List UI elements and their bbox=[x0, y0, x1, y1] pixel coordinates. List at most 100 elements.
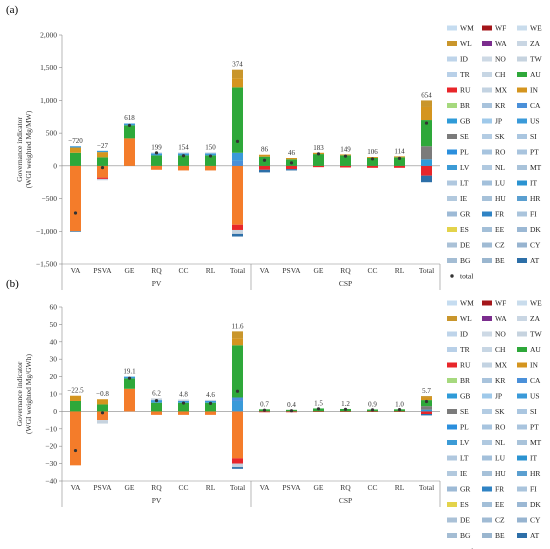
legend-label: TW bbox=[530, 55, 543, 64]
group-label-csp: CSP bbox=[339, 496, 352, 505]
legend-swatch-lv bbox=[447, 440, 457, 445]
y-axis-label-unit: (WGI weighted Mg/MW) bbox=[24, 110, 33, 188]
total-marker bbox=[343, 154, 348, 158]
legend-swatch-cz bbox=[482, 242, 492, 248]
data-label: 0.7 bbox=[260, 400, 269, 408]
legend-swatch-fi bbox=[517, 486, 527, 492]
bar-segment-au bbox=[367, 158, 378, 166]
legend-label: HU bbox=[495, 194, 506, 203]
group-label-pv: PV bbox=[152, 279, 162, 288]
bar-segment-au bbox=[232, 87, 243, 153]
y-tick-label: 1,500 bbox=[40, 63, 57, 72]
bar-segment-ru bbox=[286, 165, 297, 170]
legend-swatch-gr bbox=[447, 211, 457, 217]
bar-segment-cn bbox=[232, 165, 243, 225]
bar-segment-in bbox=[421, 106, 432, 121]
bar-segment-in bbox=[232, 338, 243, 346]
legend-swatch-za bbox=[517, 316, 527, 321]
bar-segment-us bbox=[97, 150, 108, 153]
legend-swatch-in bbox=[517, 87, 527, 93]
category-label: Total bbox=[230, 266, 245, 275]
legend-label: WL bbox=[460, 314, 472, 323]
legend-label: FR bbox=[495, 485, 504, 494]
bar-segment-ru bbox=[232, 458, 243, 464]
data-label: −720 bbox=[68, 137, 83, 145]
bar-segment-cn bbox=[124, 138, 135, 166]
legend-swatch-hr bbox=[517, 471, 527, 476]
legend-label: US bbox=[530, 117, 540, 126]
legend-label: CZ bbox=[495, 241, 505, 250]
legend-label: WF bbox=[495, 24, 506, 33]
bar-segment-cl bbox=[97, 420, 108, 424]
legend-swatch-at bbox=[517, 533, 527, 538]
group-label-pv: PV bbox=[152, 496, 162, 505]
panel-label: (b) bbox=[6, 278, 19, 290]
data-label: 0.4 bbox=[287, 401, 296, 409]
bar-segment-cn bbox=[205, 165, 216, 171]
legend-label: MX bbox=[495, 361, 508, 370]
legend-label: RO bbox=[495, 148, 506, 157]
total-marker bbox=[370, 408, 375, 412]
bar-segment-au bbox=[124, 378, 135, 389]
y-tick-label: 2,000 bbox=[40, 31, 57, 40]
bar-segment-ru bbox=[259, 165, 270, 170]
bar-segment-cn bbox=[151, 411, 162, 415]
legend-label: DK bbox=[530, 500, 541, 509]
legend-swatch-ee bbox=[482, 227, 492, 232]
legend-label: KR bbox=[495, 101, 505, 110]
category-label: PSVA bbox=[282, 483, 301, 492]
legend-swatch-es bbox=[447, 227, 457, 232]
y-tick-label: −10 bbox=[45, 424, 57, 433]
data-label: 199 bbox=[151, 143, 162, 151]
legend-label: SI bbox=[530, 132, 537, 141]
bar-segment-au bbox=[394, 157, 405, 166]
legend-swatch-mx bbox=[482, 87, 492, 93]
bar-segment-us bbox=[70, 146, 81, 148]
legend-swatch-cz bbox=[482, 517, 492, 523]
legend-label: IE bbox=[460, 469, 467, 478]
legend-label: MX bbox=[495, 86, 508, 95]
legend-swatch-au bbox=[517, 72, 527, 77]
bar-segment-au bbox=[70, 400, 81, 412]
legend-label: ZA bbox=[530, 39, 541, 48]
category-label: RQ bbox=[151, 266, 162, 275]
total-marker bbox=[73, 448, 78, 453]
legend-swatch-ee bbox=[482, 502, 492, 507]
legend-swatch-pl bbox=[447, 424, 457, 430]
y-axis-label: Governance indicator bbox=[15, 117, 24, 182]
data-label: 1.0 bbox=[395, 400, 404, 408]
legend-swatch-it bbox=[517, 180, 527, 186]
legend-label: GB bbox=[460, 117, 470, 126]
legend-swatch-nl bbox=[482, 440, 492, 445]
bar-segment-cn bbox=[178, 165, 189, 171]
bar-segment-au bbox=[151, 155, 162, 166]
total-marker bbox=[235, 139, 240, 143]
legend-swatch-wm bbox=[447, 25, 457, 31]
legend-label: total bbox=[460, 547, 473, 549]
y-tick-label: 30 bbox=[50, 355, 58, 364]
bar-segment-at bbox=[421, 414, 432, 416]
category-label: PSVA bbox=[93, 266, 112, 275]
legend-swatch-de bbox=[447, 242, 457, 248]
legend-label: BR bbox=[460, 376, 470, 385]
bar-segment-in bbox=[70, 147, 81, 153]
legend-swatch-wa bbox=[482, 316, 492, 321]
category-label: RQ bbox=[340, 483, 351, 492]
bar-segment-au bbox=[421, 400, 432, 407]
legend-label: SE bbox=[460, 132, 469, 141]
legend-label: WL bbox=[460, 39, 472, 48]
legend-swatch-sk bbox=[482, 409, 492, 414]
bar-segment-in bbox=[286, 158, 297, 160]
legend-label: GR bbox=[460, 210, 470, 219]
data-label: 183 bbox=[313, 144, 324, 152]
legend-label: WE bbox=[530, 299, 542, 308]
data-label: 0.9 bbox=[368, 400, 377, 408]
total-marker bbox=[424, 399, 429, 404]
legend-swatch-no bbox=[482, 331, 492, 337]
legend-swatch-cy bbox=[517, 242, 527, 248]
legend-swatch-br bbox=[447, 378, 457, 383]
legend-label: WM bbox=[460, 24, 474, 33]
legend-label: BE bbox=[495, 256, 505, 265]
data-label: −27 bbox=[97, 142, 108, 150]
bar-segment-cl bbox=[232, 229, 243, 234]
